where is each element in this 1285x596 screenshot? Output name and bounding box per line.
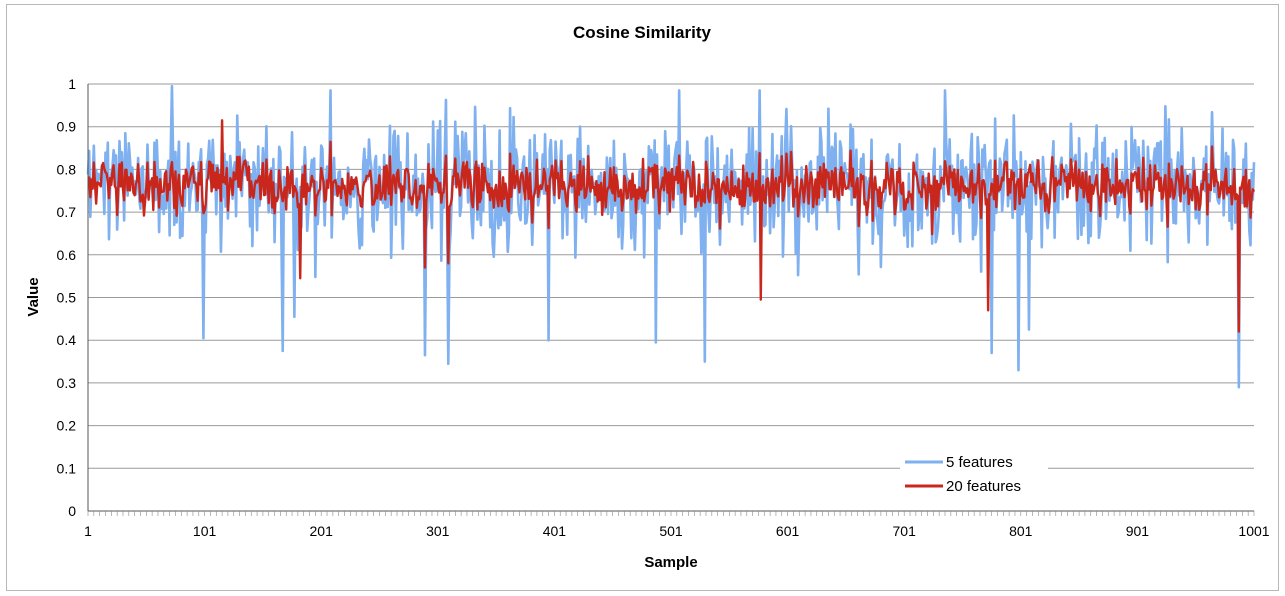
y-tick-label: 0.8 <box>57 161 77 177</box>
x-tick-label: 101 <box>193 523 217 539</box>
y-tick-label: 0.1 <box>57 460 77 476</box>
y-tick-label: 1 <box>68 76 76 92</box>
axes: 0 0.1 0.2 0.3 0.4 0.5 0.6 0.7 0.8 0.9 1 1 101 201 301 4… <box>57 76 1270 539</box>
y-tick-label: 0.3 <box>57 375 77 391</box>
legend-box <box>900 450 1048 502</box>
x-tick-label: 401 <box>543 523 567 539</box>
series-line-5-features <box>86 84 1256 389</box>
legend: 5 features 20 features <box>900 450 1048 502</box>
x-minor-ticks <box>87 511 1255 516</box>
x-tick-label: 801 <box>1009 523 1033 539</box>
x-tick-label: 601 <box>776 523 800 539</box>
x-tick-label: 301 <box>426 523 450 539</box>
legend-label-20-features: 20 features <box>946 478 1021 495</box>
x-tick-label: 1001 <box>1238 523 1269 539</box>
legend-label-5-features: 5 features <box>946 454 1013 471</box>
y-tick-label: 0.7 <box>57 204 77 220</box>
y-tick-label: 0.4 <box>57 332 77 348</box>
x-tick-label: 901 <box>1126 523 1150 539</box>
series-layer <box>86 84 1256 389</box>
y-tick-label: 0.2 <box>57 418 77 434</box>
x-axis-label: Sample <box>644 554 697 571</box>
chart-title: Cosine Similarity <box>573 23 711 42</box>
grid-lines <box>88 83 1254 469</box>
series-line-20-features <box>87 119 1256 333</box>
y-tick-label: 0 <box>68 503 76 519</box>
y-axis-label: Value <box>25 277 42 316</box>
x-tick-label: 201 <box>310 523 334 539</box>
x-tick-label: 701 <box>893 523 917 539</box>
y-tick-label: 0.5 <box>57 290 77 306</box>
y-tick-label: 0.9 <box>57 119 77 135</box>
y-tick-label: 0.6 <box>57 247 77 263</box>
x-tick-label: 501 <box>659 523 683 539</box>
x-tick-label: 1 <box>84 523 92 539</box>
